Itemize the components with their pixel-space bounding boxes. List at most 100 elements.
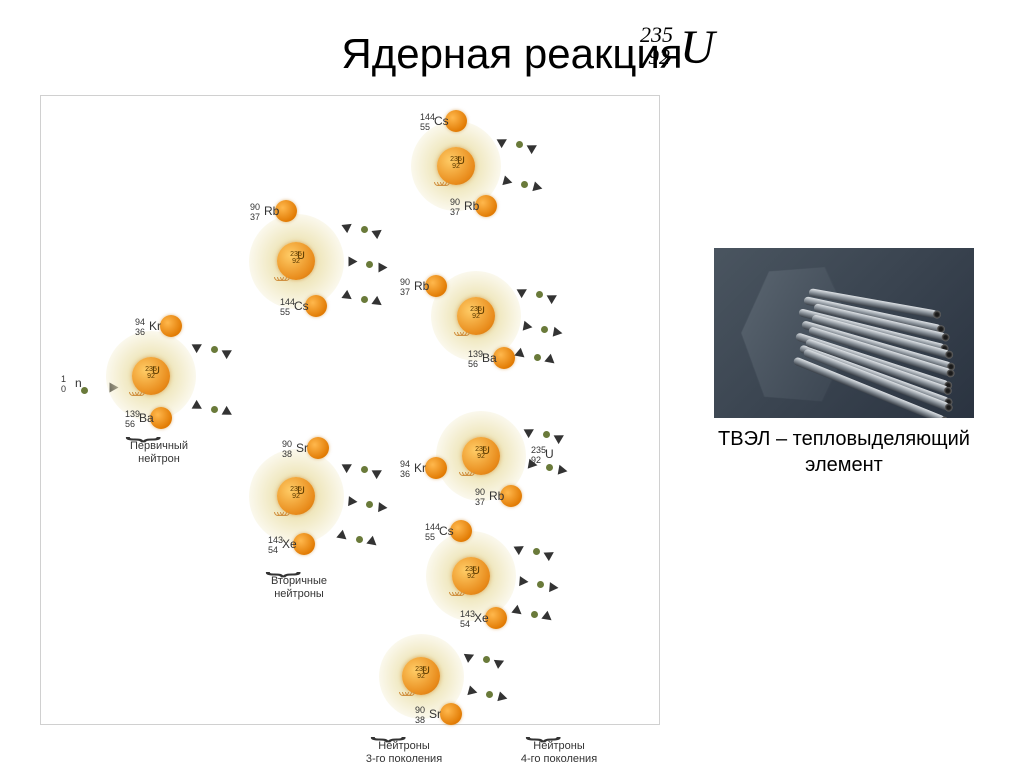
nuclide-label: 9037Rb — [475, 488, 485, 508]
neutron-arrow-icon — [497, 692, 508, 704]
nuclide-label: 9436Kr — [400, 460, 410, 480]
neutron-arrow-icon — [517, 285, 530, 298]
tvel-photo — [714, 248, 974, 418]
generation-label: Первичныйнейтрон — [104, 440, 214, 466]
neutron-arrow-icon — [511, 605, 524, 618]
neutron-icon — [536, 291, 543, 298]
generation-brace-icon: ⏟ — [525, 714, 561, 742]
neutron-icon — [531, 611, 538, 618]
neutron-arrow-icon — [502, 176, 513, 188]
nuclide-label: 10n — [61, 375, 66, 395]
neutron-arrow-icon — [541, 611, 554, 624]
neutron-arrow-icon — [222, 406, 235, 419]
uranium-label: 23592U — [402, 666, 440, 680]
caption-line2: элемент — [805, 454, 883, 476]
uranium-label: 23592U — [452, 566, 490, 580]
nuclide-label: 9436Kr — [135, 318, 145, 338]
nuclide-label: 9037Rb — [450, 198, 460, 218]
fission-fragment-icon — [307, 437, 329, 459]
neutron-arrow-icon — [464, 650, 476, 663]
generation-label: Вторичныенейтроны — [244, 575, 354, 601]
neutron-arrow-icon — [222, 346, 235, 359]
neutron-icon — [541, 326, 548, 333]
fission-fragment-icon — [425, 457, 447, 479]
page-title: Ядерная реакция — [0, 30, 1024, 78]
fission-fragment-icon — [440, 703, 462, 725]
neutron-arrow-icon — [523, 321, 534, 332]
isotope-symbol: U — [680, 20, 715, 75]
neutron-icon — [521, 181, 528, 188]
neutron-arrow-icon — [554, 431, 567, 444]
uranium-label: 23592U — [462, 446, 500, 460]
neutron-icon — [361, 296, 368, 303]
neutron-arrow-icon — [528, 459, 539, 470]
neutron-arrow-icon — [514, 348, 527, 361]
neutron-icon — [534, 354, 541, 361]
neutron-icon — [543, 431, 550, 438]
generation-label: Нейтроны3-го поколения — [349, 740, 459, 766]
neutron-arrow-icon — [371, 226, 384, 239]
neutron-arrow-icon — [524, 425, 537, 438]
neutron-arrow-icon — [532, 182, 543, 194]
neutron-arrow-icon — [366, 536, 379, 549]
neutron-icon — [483, 656, 490, 663]
caption-line1: ТВЭЛ – тепловыделяющий — [718, 428, 970, 450]
photo-caption: ТВЭЛ – тепловыделяющий элемент — [714, 426, 974, 478]
neutron-arrow-icon — [372, 466, 385, 479]
nuclide-label: 14455Cs — [425, 523, 440, 543]
nuclide-label: 9037Rb — [250, 203, 260, 223]
nuclide-label: 13956Ba — [468, 350, 483, 370]
uranium-label: 23592U — [277, 486, 315, 500]
neutron-arrow-icon — [348, 496, 358, 507]
photo-panel: ТВЭЛ – тепловыделяющий элемент — [714, 248, 974, 478]
neutron-arrow-icon — [341, 220, 354, 233]
fission-diagram: 10n 23592U 9436Kr 13956Ba 23592U 9037Rb 14455C… — [40, 95, 660, 725]
neutron-arrow-icon — [514, 542, 527, 555]
neutron-icon — [486, 691, 493, 698]
neutron-arrow-icon — [378, 502, 388, 513]
generation-brace-icon: ⏟ — [370, 714, 406, 742]
neutron-arrow-icon — [371, 296, 384, 309]
nuclide-label: 9037Rb — [400, 278, 410, 298]
nuclide-label: 14455Cs — [280, 298, 295, 318]
neutron-arrow-icon — [192, 400, 205, 413]
neutron-icon — [356, 536, 363, 543]
neutron-arrow-icon — [497, 135, 510, 148]
neutron-icon — [533, 548, 540, 555]
uranium-label: 23592U — [457, 306, 495, 320]
neutron-arrow-icon — [192, 340, 205, 353]
neutron-arrow-icon — [544, 354, 557, 367]
uranium-label: 23592U — [277, 251, 315, 265]
neutron-arrow-icon — [527, 141, 540, 154]
neutron-icon — [361, 226, 368, 233]
neutron-icon — [81, 387, 88, 394]
neutron-arrow-icon — [553, 327, 564, 338]
neutron-icon — [211, 346, 218, 353]
neutron-arrow-icon — [336, 530, 349, 543]
nuclide-label: 9038Sr — [282, 440, 292, 460]
neutron-arrow-icon — [549, 582, 559, 593]
neutron-arrow-icon — [547, 291, 560, 304]
generation-brace-icon: ⏟ — [265, 549, 301, 577]
fission-fragment-icon — [160, 315, 182, 337]
neutron-arrow-icon — [544, 548, 557, 561]
neutron-icon — [366, 501, 373, 508]
nuclide-label: 9038Sr — [415, 706, 425, 726]
neutron-icon — [211, 406, 218, 413]
neutron-arrow-icon — [558, 465, 569, 476]
generation-label: Нейтроны4-го поколения — [504, 740, 614, 766]
neutron-icon — [516, 141, 523, 148]
neutron-arrow-icon — [379, 263, 388, 273]
neutron-arrow-icon — [342, 460, 355, 473]
neutron-icon — [537, 581, 544, 588]
nuclide-label: 14354Xe — [460, 610, 475, 630]
neutron-arrow-icon — [349, 257, 358, 267]
neutron-arrow-icon — [519, 576, 529, 587]
generation-brace-icon: ⏟ — [125, 414, 161, 442]
neutron-arrow-icon — [467, 686, 478, 698]
isotope-atomic: 92 — [648, 44, 670, 70]
neutron-icon — [366, 261, 373, 268]
uranium-label: 23592U — [437, 156, 475, 170]
neutron-icon — [546, 464, 553, 471]
neutron-arrow-icon — [494, 656, 506, 669]
